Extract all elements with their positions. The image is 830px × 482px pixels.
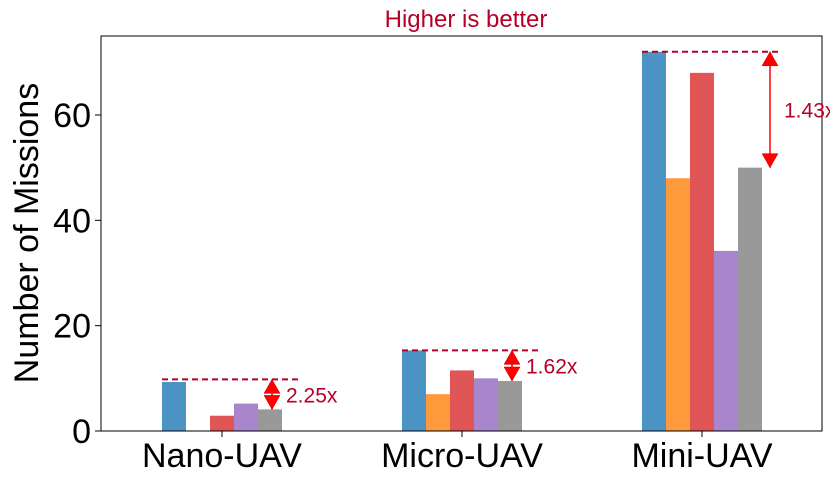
arrow-head-up — [263, 378, 281, 394]
ratio-label: 2.25x — [286, 384, 338, 407]
y-tick-label: 40 — [53, 202, 91, 240]
arrow-head-down — [503, 366, 521, 382]
arrow-head-up — [503, 349, 521, 365]
x-tick-label: Nano-UAV — [142, 437, 302, 475]
bar-nano-uav-series-5 — [258, 409, 282, 431]
annotation-nano-uav: 2.25x — [162, 378, 338, 410]
bar-micro-uav-series-1 — [402, 350, 426, 431]
x-tick-label: Mini-UAV — [631, 437, 772, 475]
y-axis-title: Number of Missions — [8, 83, 46, 383]
ratio-label: 1.43x — [784, 100, 830, 123]
bar-mini-uav-series-1 — [642, 51, 666, 432]
bar-micro-uav-series-5 — [498, 380, 522, 431]
bar-micro-uav-series-4 — [474, 378, 498, 431]
arrow-head-down — [263, 395, 281, 410]
bar-nano-uav-series-4 — [234, 403, 258, 431]
bar-micro-uav-series-3 — [450, 370, 474, 431]
bar-mini-uav-series-5 — [738, 167, 762, 431]
bar-nano-uav-series-3 — [210, 415, 234, 431]
bar-mini-uav-series-4 — [714, 250, 738, 431]
y-tick-label: 20 — [53, 308, 91, 346]
bar-group-mini-uav — [642, 51, 762, 432]
bar-nano-uav-series-1 — [162, 382, 186, 431]
arrow-head-down — [761, 153, 779, 169]
annotation-mini-uav: 1.43x — [642, 50, 830, 169]
ratio-label: 1.62x — [526, 356, 578, 379]
y-tick-label: 0 — [72, 413, 91, 451]
bar-group-micro-uav — [402, 350, 522, 431]
bar-mini-uav-series-2 — [666, 178, 690, 431]
x-tick-label: Micro-UAV — [381, 437, 543, 475]
plot-area: 0 20 40 60 Nano-UAV Micro-UAV Mini-UAV 2.25x 1.6… — [53, 35, 830, 475]
y-tick-label: 60 — [53, 97, 91, 135]
bar-mini-uav-series-3 — [690, 72, 714, 431]
bar-micro-uav-series-2 — [426, 394, 450, 431]
bar-group-nano-uav — [162, 382, 282, 431]
chart-title: Higher is better — [385, 6, 548, 33]
annotation-micro-uav: 1.62x — [402, 349, 578, 382]
arrow-head-up — [761, 51, 779, 67]
